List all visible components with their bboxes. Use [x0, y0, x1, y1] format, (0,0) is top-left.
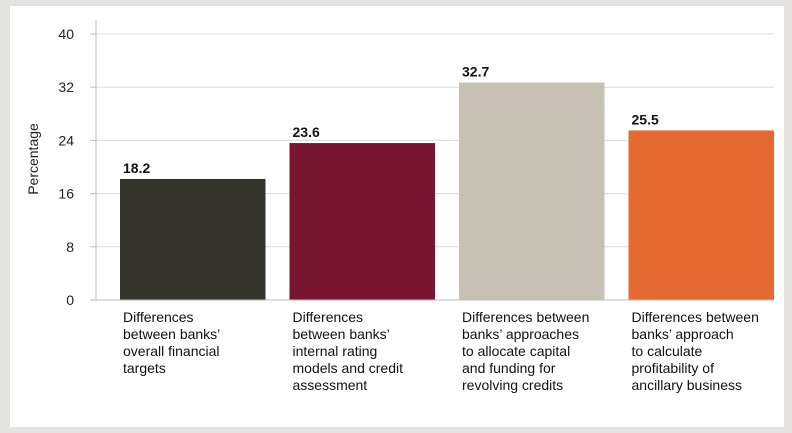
bar	[120, 178, 266, 300]
y-axis-title: Percentage	[25, 123, 41, 195]
y-tick-label: 32	[58, 79, 74, 95]
data-label: 25.5	[632, 111, 659, 127]
category-label: Differences between banks’ approach to cal…	[632, 309, 759, 393]
category-label: Differences between banks’ approaches to a…	[462, 309, 589, 393]
y-tick-label: 24	[58, 132, 74, 148]
data-label: 23.6	[293, 124, 320, 140]
y-tick-label: 40	[58, 26, 74, 42]
bar-chart: 0 8 16 24 32 40 Percentage 18.2 23.6 32.7 25.5 D…	[25, 20, 774, 393]
bar	[459, 82, 605, 300]
y-tick-label: 8	[66, 239, 74, 255]
y-tick-labels: 0 8 16 24 32 40	[58, 26, 74, 308]
category-label: Differences between banks’ overall financi…	[123, 309, 220, 376]
y-tick-label: 0	[66, 292, 74, 308]
bars	[120, 82, 774, 300]
y-tick-label: 16	[58, 186, 74, 202]
chart-card: 0 8 16 24 32 40 Percentage 18.2 23.6 32.7 25.5 D…	[10, 6, 784, 427]
category-labels: Differences between banks’ overall financi…	[123, 309, 759, 393]
data-label: 32.7	[462, 64, 489, 80]
data-label: 18.2	[123, 160, 150, 176]
bar	[628, 130, 774, 300]
bar	[289, 143, 435, 300]
data-labels: 18.2 23.6 32.7 25.5	[123, 64, 659, 176]
category-label: Differences between banks’ internal rating…	[293, 309, 404, 393]
